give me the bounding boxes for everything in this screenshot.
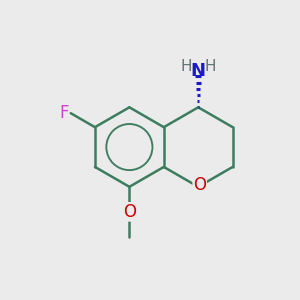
Text: F: F — [59, 104, 68, 122]
Text: H: H — [180, 59, 192, 74]
Text: O: O — [123, 203, 136, 221]
Text: H: H — [205, 59, 216, 74]
Text: O: O — [193, 176, 206, 194]
Text: N: N — [191, 62, 206, 80]
